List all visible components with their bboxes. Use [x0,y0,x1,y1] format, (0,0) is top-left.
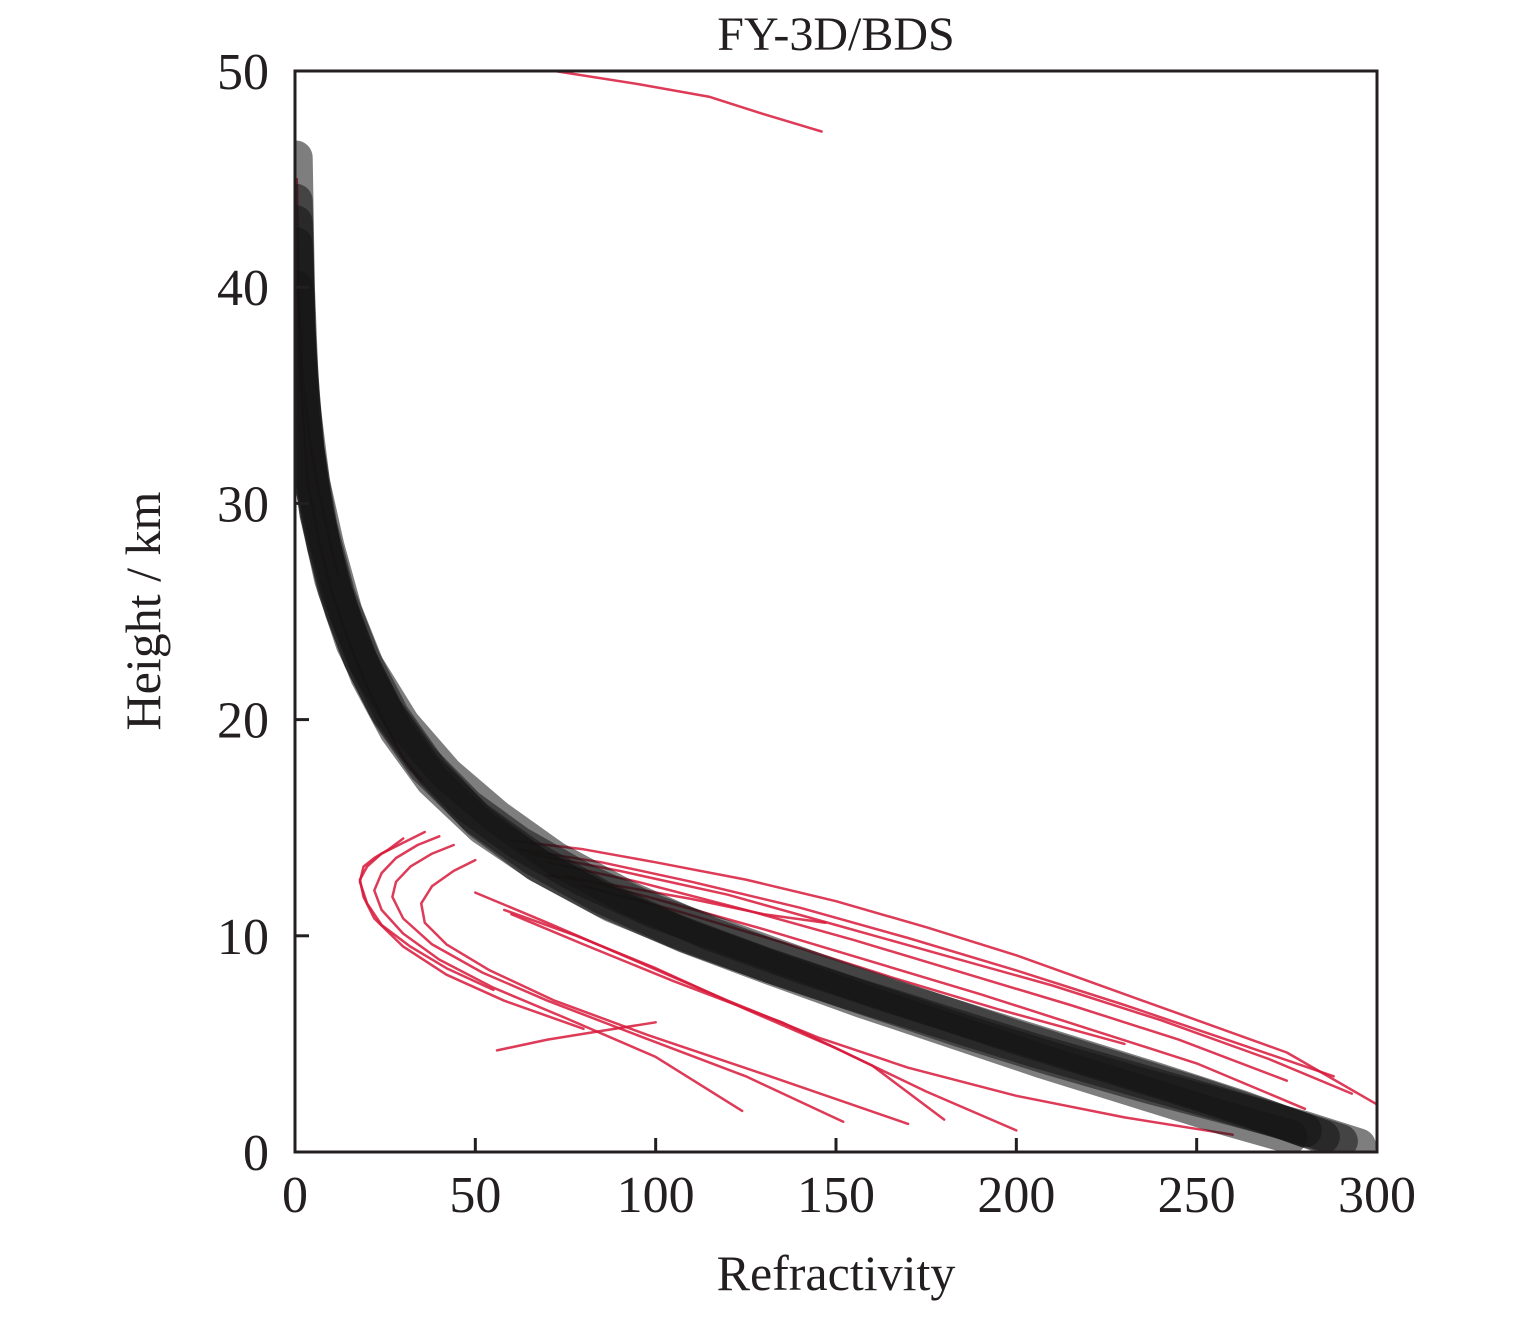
x-tick-label: 200 [977,1167,1055,1224]
reference-profile-line [295,270,1358,1152]
observed-profile-line [373,835,744,1113]
x-tick-label: 100 [617,1167,695,1224]
y-tick-label: 10 [217,909,269,966]
x-axis-title: Refractivity [717,1245,956,1301]
observed-profile-line [358,830,585,1031]
x-tick-label: 150 [797,1167,875,1224]
chart-title: FY-3D/BDS [717,8,954,61]
x-tick-label: 50 [449,1167,501,1224]
observed-profile-line [546,861,1289,1082]
observed-profile-line [419,858,910,1126]
observed-profile-line [553,71,823,133]
y-tick-label: 30 [217,476,269,533]
reference-profile-line [295,205,1308,1152]
y-tick-label: 0 [243,1125,269,1182]
x-tick-label: 300 [1338,1167,1416,1224]
observed-profile-line [474,891,1234,1136]
reference-profile-line [295,227,1376,1152]
observed-profile-line [517,848,1335,1078]
y-axis-ticks: 0 10 20 30 40 50 [217,44,309,1182]
x-axis-ticks: 0 50 100 150 200 250 300 [282,1138,1416,1224]
y-tick-label: 20 [217,693,269,750]
observed-profile-line [510,839,1377,1106]
x-tick-label: 250 [1158,1167,1236,1224]
y-tick-label: 50 [217,44,269,101]
observed-profile-line [495,1021,657,1052]
y-tick-label: 40 [217,260,269,317]
observed-profile-line [528,852,1354,1095]
series-layer [295,71,1377,1152]
x-tick-label: 0 [282,1167,308,1224]
observed-profile-line [391,843,845,1123]
y-axis-title: Height / km [115,491,171,730]
